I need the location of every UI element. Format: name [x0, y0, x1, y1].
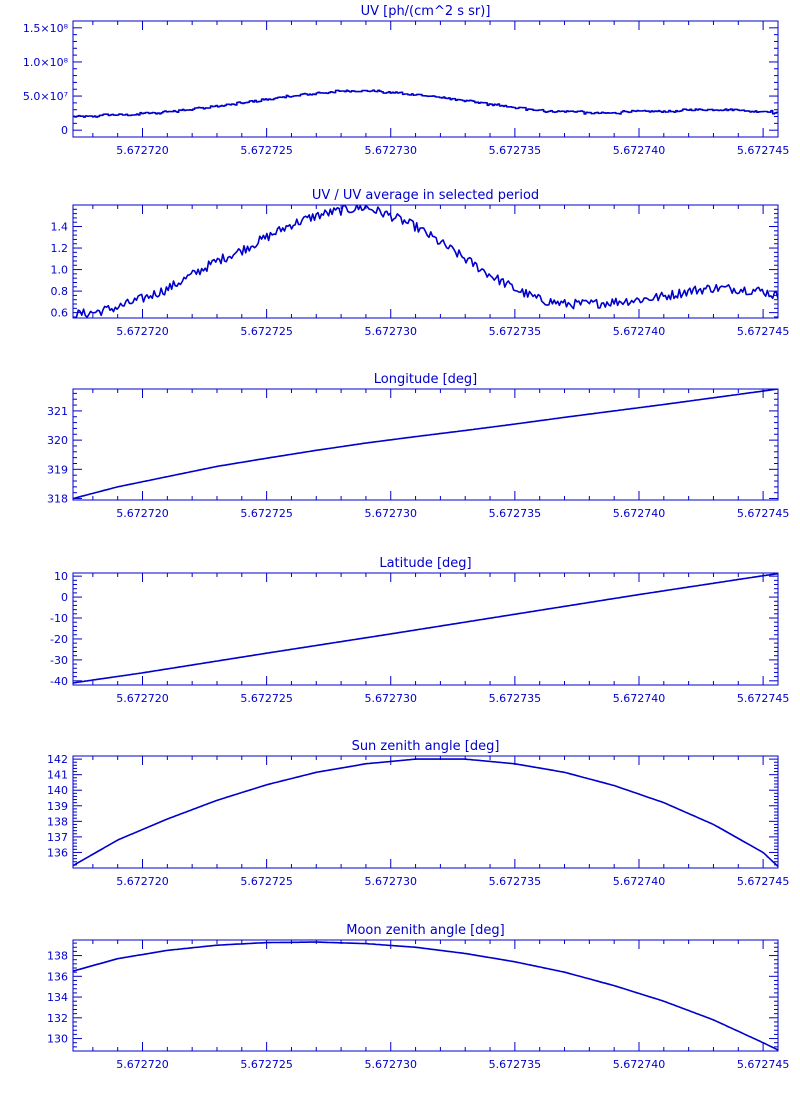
- x-tick-label: 5.672740: [613, 1058, 666, 1071]
- x-tick-label: 5.672735: [489, 1058, 542, 1071]
- y-tick-label: 1.5×10⁸: [23, 22, 69, 35]
- x-tick-label: 5.672735: [489, 144, 542, 157]
- chart-panel-2: UV / UV average in selected period 5.6727…: [51, 188, 790, 338]
- chart-panel-6: Moon zenith angle [deg] 5.672720 5.672725 5…: [47, 923, 789, 1071]
- y-tick-label: 1.4: [51, 221, 69, 234]
- chart-title: Sun zenith angle [deg]: [352, 739, 500, 754]
- y-tick-label: 134: [47, 991, 68, 1004]
- x-tick-label: 5.672725: [240, 507, 293, 520]
- y-tick-label: 137: [47, 831, 68, 844]
- y-tick-label: -10: [50, 612, 68, 625]
- x-tick-label: 5.672745: [737, 1058, 790, 1071]
- y-tick-label: 130: [47, 1033, 68, 1046]
- chart-panel-4: Latitude [deg] 5.672720 5.672725 5.672730 5.…: [50, 556, 789, 705]
- y-tick-label: 318: [47, 493, 68, 506]
- x-tick-label: 5.672730: [364, 507, 417, 520]
- x-tick-label: 5.672730: [364, 875, 417, 888]
- x-tick-label: 5.672740: [613, 325, 666, 338]
- y-tick-label: 138: [47, 950, 68, 963]
- x-tick-label: 5.672745: [737, 144, 790, 157]
- plot-frame: [72, 755, 779, 869]
- series-line: [73, 941, 778, 1051]
- x-tick-label: 5.672730: [364, 325, 417, 338]
- y-tick-label: 140: [47, 784, 68, 797]
- x-tick-label: 5.672730: [364, 144, 417, 157]
- x-tick-label: 5.672720: [116, 507, 169, 520]
- y-tick-label: -20: [50, 633, 68, 646]
- x-tick-label: 5.672720: [116, 325, 169, 338]
- series-line: [73, 205, 778, 318]
- plot-frame: [72, 20, 779, 138]
- y-tick-label: -40: [50, 675, 68, 688]
- y-tick-label: 141: [47, 769, 68, 782]
- chart-panel-1: UV [ph/(cm^2 s sr)] 5.672720 5.672725 5.672…: [23, 4, 789, 157]
- x-tick-label: 5.672735: [489, 507, 542, 520]
- y-tick-label: 321: [47, 405, 68, 418]
- x-tick-label: 5.672720: [116, 1058, 169, 1071]
- x-tick-label: 5.672725: [240, 692, 293, 705]
- x-tick-label: 5.672725: [240, 144, 293, 157]
- chart-title: UV / UV average in selected period: [312, 188, 539, 203]
- y-tick-label: 0.8: [51, 285, 69, 298]
- x-tick-label: 5.672745: [737, 875, 790, 888]
- chart-panel-3: Longitude [deg] 5.672720 5.672725 5.672730 5…: [47, 372, 789, 520]
- y-tick-label: 1.2: [51, 242, 69, 255]
- plot-frame: [72, 939, 779, 1052]
- y-tick-label: 136: [47, 846, 68, 859]
- x-tick-label: 5.672735: [489, 325, 542, 338]
- y-tick-label: 319: [47, 463, 68, 476]
- y-tick-label: 142: [47, 753, 68, 766]
- chart-title: Latitude [deg]: [379, 556, 471, 571]
- y-tick-label: 0: [61, 591, 68, 604]
- chart-title: Moon zenith angle [deg]: [346, 923, 504, 938]
- y-tick-label: 320: [47, 434, 68, 447]
- x-tick-label: 5.672725: [240, 875, 293, 888]
- x-tick-label: 5.672730: [364, 1058, 417, 1071]
- y-tick-label: -30: [50, 654, 68, 667]
- x-tick-label: 5.672740: [613, 692, 666, 705]
- chart-title: UV [ph/(cm^2 s sr)]: [361, 4, 491, 19]
- y-tick-label: 5.0×10⁷: [23, 90, 68, 103]
- x-tick-label: 5.672740: [613, 144, 666, 157]
- x-tick-label: 5.672735: [489, 875, 542, 888]
- chart-panel-5: Sun zenith angle [deg] 5.672720 5.672725 5.…: [47, 739, 789, 888]
- y-tick-label: 0.6: [51, 307, 69, 320]
- y-tick-label: 0: [61, 124, 68, 137]
- x-tick-label: 5.672720: [116, 692, 169, 705]
- x-tick-label: 5.672740: [613, 875, 666, 888]
- y-tick-label: 136: [47, 970, 68, 983]
- y-tick-label: 138: [47, 815, 68, 828]
- x-tick-label: 5.672745: [737, 692, 790, 705]
- x-tick-label: 5.672735: [489, 692, 542, 705]
- y-tick-label: 1.0: [51, 264, 69, 277]
- x-tick-label: 5.672745: [737, 507, 790, 520]
- plot-frame: [72, 388, 779, 501]
- y-tick-label: 132: [47, 1012, 68, 1025]
- x-tick-label: 5.672725: [240, 1058, 293, 1071]
- y-tick-label: 139: [47, 800, 68, 813]
- series-line: [73, 758, 778, 867]
- series-line: [73, 89, 778, 118]
- y-tick-label: 1.0×10⁸: [23, 56, 69, 69]
- x-tick-label: 5.672720: [116, 875, 169, 888]
- plot-frame: [72, 204, 779, 319]
- x-tick-label: 5.672740: [613, 507, 666, 520]
- x-tick-label: 5.672725: [240, 325, 293, 338]
- plot-frame: [72, 572, 779, 686]
- x-tick-label: 5.672745: [737, 325, 790, 338]
- series-line: [73, 573, 778, 684]
- chart-title: Longitude [deg]: [374, 372, 477, 387]
- x-tick-label: 5.672730: [364, 692, 417, 705]
- series-line: [73, 389, 778, 500]
- y-tick-label: 10: [54, 570, 68, 583]
- x-tick-label: 5.672720: [116, 144, 169, 157]
